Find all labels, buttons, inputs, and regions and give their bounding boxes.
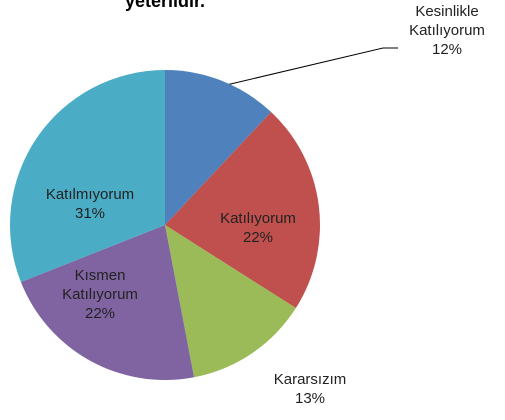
chart-title: yeterlidir.: [124, 0, 206, 11]
slice-value-label: 12%: [431, 41, 463, 58]
slice-value-label: 31%: [74, 205, 106, 222]
slice-label: Katılmıyorum: [45, 186, 135, 203]
pie-slice: [9, 70, 166, 283]
slice-label: Kesinlikle Katılıyorum: [409, 3, 485, 39]
leader-line: [221, 47, 398, 87]
pie-slice: [165, 112, 320, 309]
slice-label: Kararsızım: [273, 371, 347, 388]
slice-value-label: 13%: [294, 390, 326, 407]
pie-slice: [20, 225, 195, 380]
slice-label: Kısmen Katılıyorum: [62, 267, 138, 303]
slice-label: Katılıyorum: [220, 210, 296, 227]
pie-slice: [165, 70, 272, 225]
slice-value-label: 22%: [242, 229, 274, 246]
slice-value-label: 22%: [84, 305, 116, 322]
pie-slice: [165, 225, 296, 378]
